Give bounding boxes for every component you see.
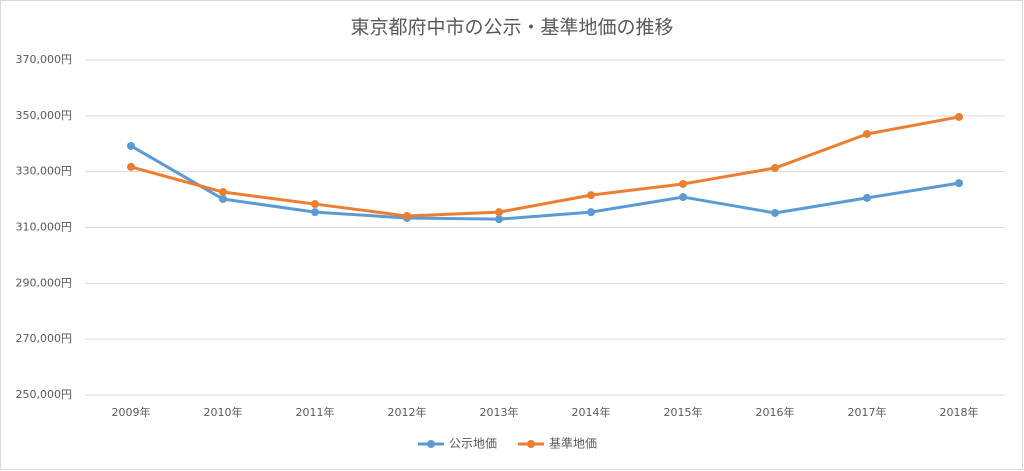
data-point bbox=[587, 191, 595, 200]
data-point bbox=[127, 141, 135, 150]
data-point bbox=[219, 195, 227, 204]
data-point bbox=[679, 179, 687, 188]
legend-label: 公示地価 bbox=[449, 437, 497, 451]
y-tick-label: 290,000円 bbox=[16, 276, 73, 289]
x-tick-label: 2015年 bbox=[664, 405, 703, 419]
legend-marker bbox=[527, 440, 535, 448]
y-tick-label: 310,000円 bbox=[16, 221, 73, 234]
x-tick-label: 2013年 bbox=[480, 405, 519, 419]
data-point bbox=[863, 129, 871, 138]
chart-title: 東京都府中市の公示・基準地価の推移 bbox=[350, 17, 673, 39]
x-tick-label: 2012年 bbox=[388, 405, 427, 419]
data-point bbox=[587, 208, 595, 217]
data-point bbox=[771, 164, 779, 173]
x-tick-label: 2011年 bbox=[296, 405, 335, 419]
y-tick-label: 350,000円 bbox=[16, 109, 73, 122]
data-point bbox=[679, 193, 687, 202]
legend-marker bbox=[427, 440, 435, 448]
x-tick-label: 2009年 bbox=[112, 405, 151, 419]
y-tick-label: 250,000円 bbox=[16, 388, 73, 401]
data-point bbox=[955, 112, 963, 121]
x-tick-label: 2010年 bbox=[204, 405, 243, 419]
data-point bbox=[403, 212, 411, 221]
x-tick-label: 2016年 bbox=[756, 405, 795, 419]
data-point bbox=[495, 208, 503, 217]
y-tick-label: 270,000円 bbox=[16, 332, 73, 345]
data-point bbox=[219, 188, 227, 197]
legend-label: 基準地価 bbox=[549, 436, 597, 451]
x-tick-label: 2014年 bbox=[572, 405, 611, 419]
data-point bbox=[955, 179, 963, 188]
data-point bbox=[863, 193, 871, 202]
x-tick-label: 2017年 bbox=[848, 405, 887, 419]
data-point bbox=[127, 162, 135, 171]
y-tick-label: 370,000円 bbox=[16, 53, 73, 66]
data-point bbox=[495, 215, 503, 224]
series-line bbox=[130, 144, 960, 221]
series-line bbox=[130, 115, 960, 218]
x-tick-label: 2018年 bbox=[940, 405, 979, 419]
y-tick-label: 330,000円 bbox=[16, 165, 73, 178]
data-point bbox=[311, 200, 319, 209]
data-point bbox=[311, 208, 319, 217]
data-point bbox=[771, 208, 779, 217]
